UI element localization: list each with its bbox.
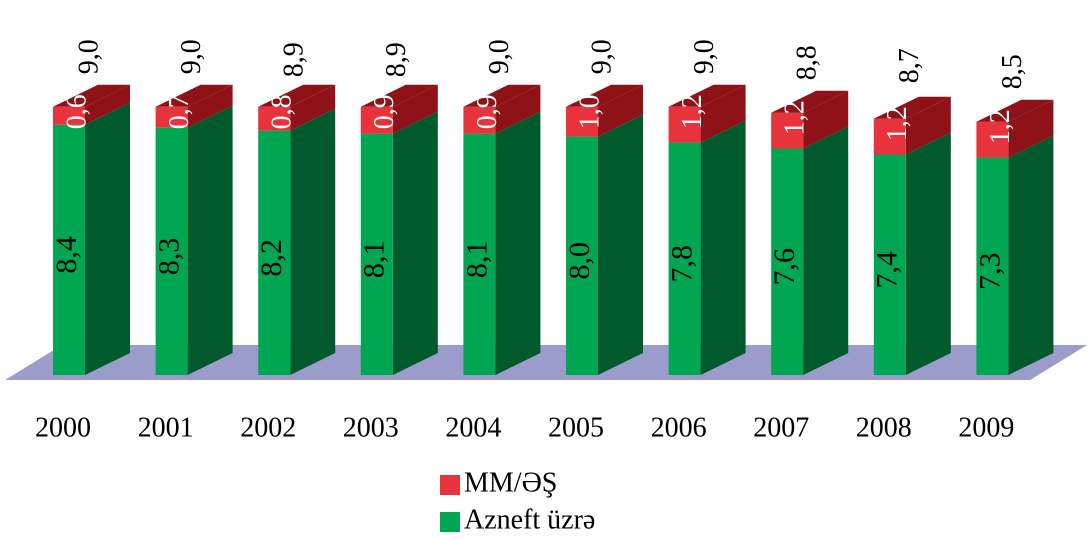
bar: [155, 106, 188, 128]
bar: [155, 127, 188, 375]
value-label: 1,0: [574, 94, 605, 129]
value-label: 1,2: [882, 106, 913, 141]
value-label: 1,2: [677, 94, 708, 129]
total-label: 8,8: [792, 45, 823, 80]
bar: [668, 106, 701, 143]
total-label: 9,0: [176, 39, 207, 74]
bar: [771, 112, 804, 149]
bar-top: [668, 84, 746, 107]
bar-side: [85, 84, 130, 125]
value-label: 8,3: [152, 238, 185, 276]
bar-side: [290, 84, 336, 131]
x-tick-label: 2005: [548, 412, 604, 443]
value-label: 1,2: [985, 109, 1016, 144]
legend-swatch: [440, 475, 460, 495]
value-label: 8,0: [563, 242, 596, 280]
bar-side: [187, 84, 233, 128]
bar: [258, 106, 291, 131]
bar: [976, 157, 1009, 375]
x-tick-label: 2009: [958, 412, 1014, 443]
value-label: 0,9: [472, 94, 503, 129]
bar-top: [976, 99, 1054, 122]
bar: [771, 148, 804, 375]
bar: [873, 118, 906, 155]
bar: [668, 142, 701, 375]
bar-side: [392, 84, 438, 134]
x-tick-label: 2001: [138, 412, 194, 443]
total-label: 9,0: [586, 39, 617, 74]
legend-label: MM/ƏŞ: [464, 467, 557, 498]
bar-top: [873, 96, 951, 119]
value-label: 7,4: [871, 251, 904, 289]
bar-side: [187, 105, 233, 375]
bar: [873, 154, 906, 375]
value-label: 7,3: [973, 252, 1006, 290]
value-label: 8,1: [460, 241, 493, 279]
value-label: 0,8: [267, 94, 298, 129]
total-label: 8,7: [894, 48, 925, 83]
bar-top: [258, 84, 336, 107]
total-label: 9,0: [484, 39, 515, 74]
bar: [463, 106, 496, 134]
bar: [360, 133, 393, 375]
bar: [463, 133, 496, 375]
bar-side: [495, 111, 541, 376]
value-label: 0,9: [369, 94, 400, 129]
bar-side: [905, 96, 951, 155]
value-label: 8,1: [358, 241, 391, 279]
value-label: 0,6: [61, 94, 92, 129]
total-label: 9,0: [689, 39, 720, 74]
x-tick-label: 2007: [753, 412, 809, 443]
bar-side: [1008, 135, 1054, 375]
value-label: 7,8: [665, 245, 698, 283]
bar-top: [360, 84, 438, 107]
bar-top: [566, 84, 643, 107]
bar-top: [771, 90, 849, 113]
bar: [360, 106, 393, 134]
x-tick-label: 2004: [445, 412, 501, 443]
value-label: 0,7: [164, 94, 195, 129]
value-label: 7,6: [768, 248, 801, 286]
bar-top: [53, 84, 130, 107]
bar-side: [803, 126, 849, 376]
total-label: 8,9: [381, 42, 412, 77]
bar-top: [155, 84, 233, 107]
bar: [566, 106, 598, 137]
bar-side: [290, 108, 336, 375]
legend-swatch: [440, 512, 460, 532]
bar: [566, 136, 598, 375]
bar: [53, 106, 85, 125]
legend-label: Azneft üzrə: [464, 504, 595, 535]
bar-side: [495, 84, 541, 134]
bar-side: [1008, 99, 1054, 158]
bar-side: [905, 132, 951, 375]
bar: [258, 130, 291, 375]
value-label: 1,2: [780, 100, 811, 135]
total-label: 8,9: [279, 42, 310, 77]
bar-side: [85, 102, 130, 376]
value-label: 8,2: [255, 239, 288, 277]
bar-side: [700, 84, 746, 143]
x-tick-label: 2006: [651, 412, 707, 443]
bar: [976, 121, 1009, 158]
bar-side: [700, 120, 746, 375]
bar-side: [392, 111, 438, 376]
x-tick-label: 2003: [343, 412, 399, 443]
bar-side: [803, 90, 849, 149]
x-tick-label: 2000: [35, 412, 91, 443]
bar-side: [598, 114, 643, 375]
total-label: 9,0: [73, 39, 104, 74]
bar: [53, 124, 85, 376]
total-label: 8,5: [997, 54, 1028, 89]
value-label: 8,4: [50, 236, 83, 274]
bar-side: [598, 84, 643, 137]
x-tick-label: 2008: [856, 412, 912, 443]
bar-top: [463, 84, 541, 107]
x-tick-label: 2002: [240, 412, 296, 443]
